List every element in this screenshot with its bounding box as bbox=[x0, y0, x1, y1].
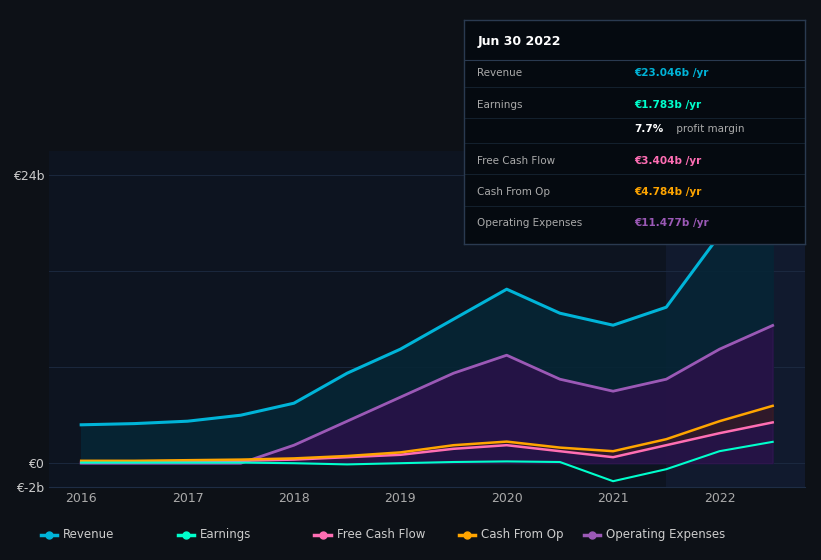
Text: Free Cash Flow: Free Cash Flow bbox=[337, 528, 425, 542]
Text: Operating Expenses: Operating Expenses bbox=[478, 218, 583, 228]
Text: €3.404b /yr: €3.404b /yr bbox=[635, 156, 701, 166]
Text: 7.7%: 7.7% bbox=[635, 124, 663, 134]
Text: Operating Expenses: Operating Expenses bbox=[606, 528, 726, 542]
Text: Earnings: Earnings bbox=[478, 100, 523, 110]
Text: Earnings: Earnings bbox=[200, 528, 251, 542]
Text: Revenue: Revenue bbox=[478, 68, 523, 78]
Text: Jun 30 2022: Jun 30 2022 bbox=[478, 35, 561, 48]
Bar bbox=[667, 151, 805, 487]
Text: €1.783b /yr: €1.783b /yr bbox=[635, 100, 701, 110]
Text: Cash From Op: Cash From Op bbox=[478, 187, 551, 197]
Text: Revenue: Revenue bbox=[63, 528, 115, 542]
Text: Free Cash Flow: Free Cash Flow bbox=[478, 156, 556, 166]
Text: Cash From Op: Cash From Op bbox=[481, 528, 563, 542]
Text: €11.477b /yr: €11.477b /yr bbox=[635, 218, 709, 228]
Text: €23.046b /yr: €23.046b /yr bbox=[635, 68, 709, 78]
Text: profit margin: profit margin bbox=[673, 124, 745, 134]
Text: €4.784b /yr: €4.784b /yr bbox=[635, 187, 702, 197]
